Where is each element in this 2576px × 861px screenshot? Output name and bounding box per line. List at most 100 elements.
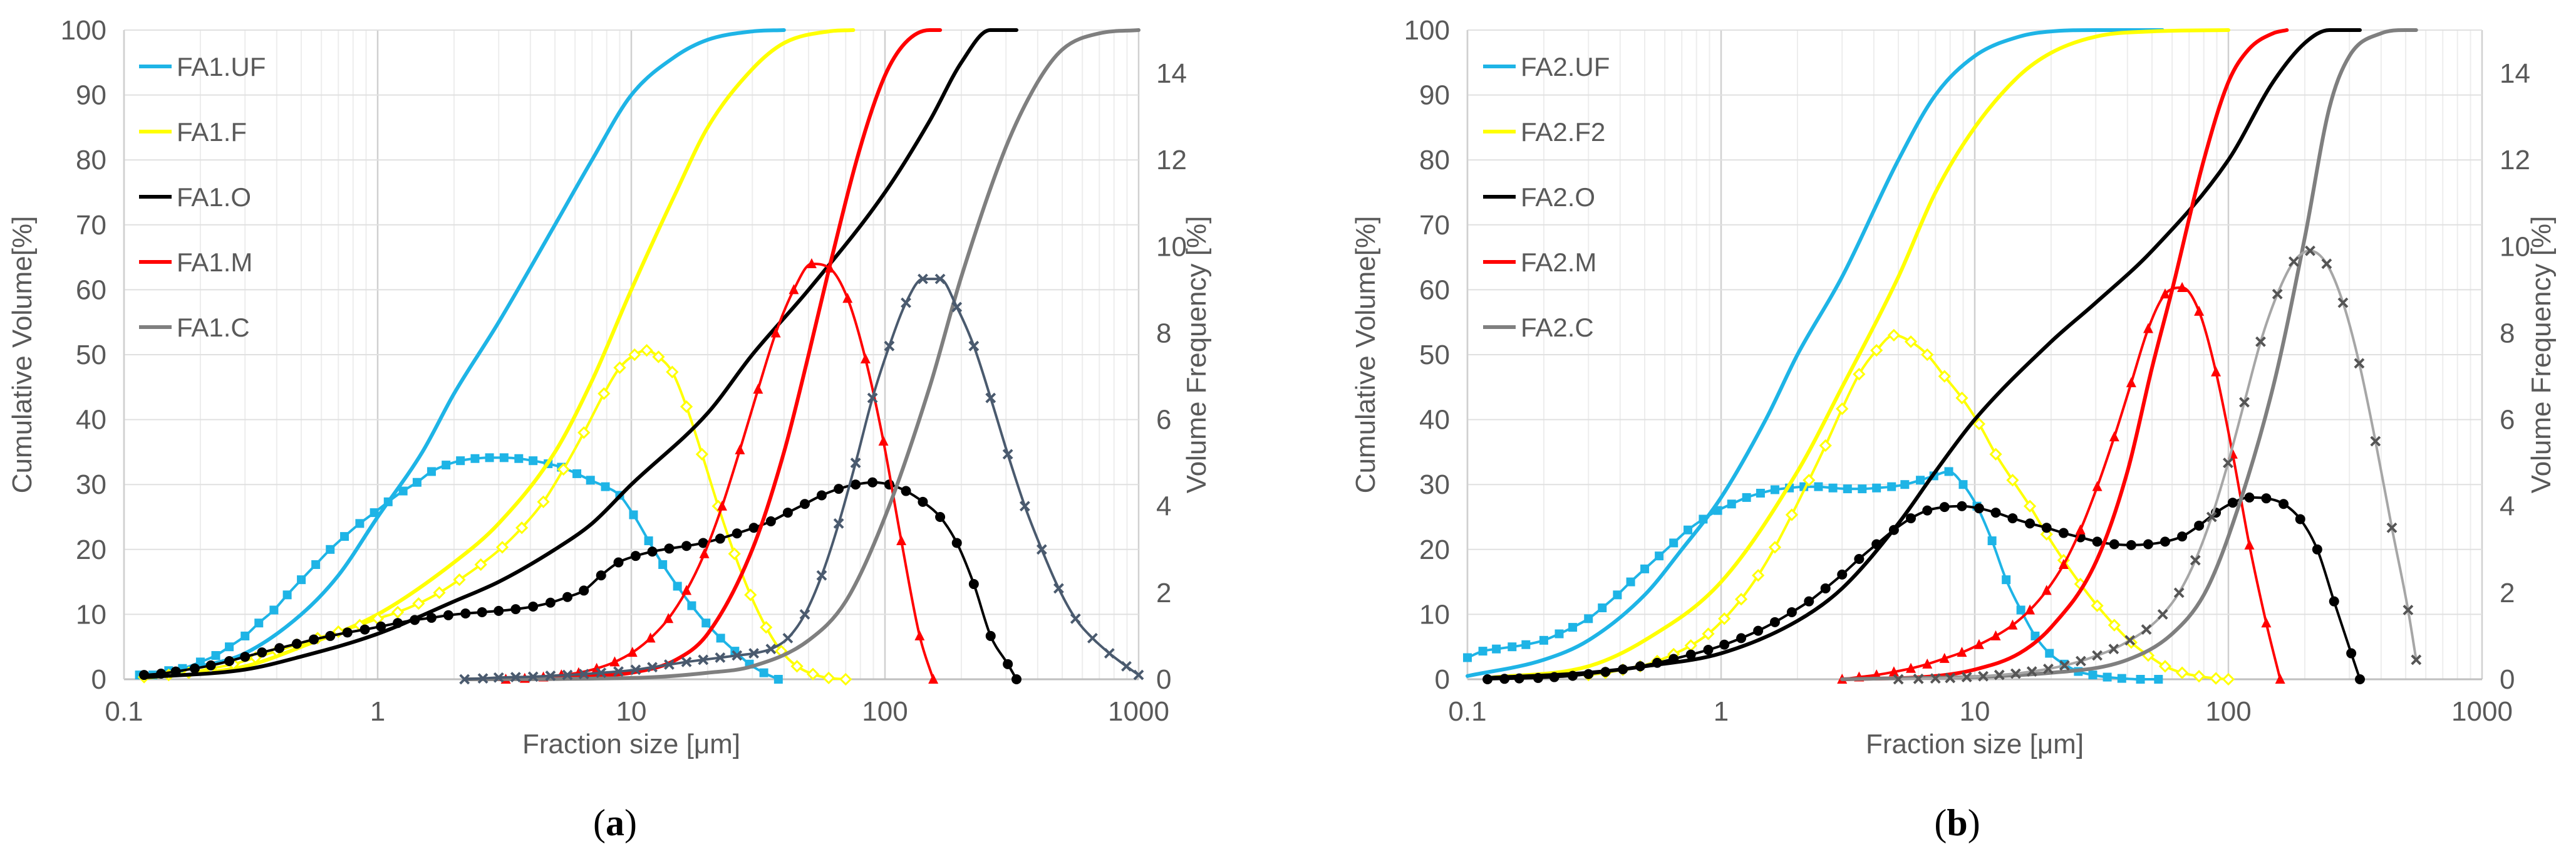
data-point-square — [470, 454, 480, 463]
legend-label-FA2.UF: FA2.UF — [1521, 52, 1610, 81]
data-point-circle — [460, 608, 471, 619]
frequency-line-FA2.C — [1898, 249, 2418, 681]
data-point-square — [1944, 467, 1953, 476]
data-point-triangle — [645, 632, 656, 643]
data-point-circle — [342, 627, 353, 638]
data-point-circle — [1990, 508, 2001, 518]
data-point-circle — [2160, 536, 2170, 547]
data-point-circle — [291, 639, 302, 649]
x-tick-label: 1000 — [2451, 696, 2513, 727]
data-point-cross — [2173, 587, 2185, 598]
panel-label-letter: a — [606, 802, 624, 843]
data-point-circle — [2025, 518, 2035, 529]
legend-label-FA2.M: FA2.M — [1521, 248, 1596, 277]
data-point-diamond — [453, 573, 466, 587]
data-point-diamond — [474, 558, 487, 571]
data-point-square — [773, 675, 783, 684]
data-point-square — [1554, 629, 1564, 639]
data-point-diamond — [597, 387, 611, 400]
data-point-diamond — [1921, 348, 1934, 362]
data-point-cross — [2157, 608, 2168, 620]
cumulative-line-FA2.M — [1840, 28, 2289, 681]
panel-label-close: ) — [624, 802, 637, 843]
data-point-diamond — [1734, 593, 1748, 606]
data-point-diamond — [728, 547, 741, 560]
data-point-diamond — [2006, 474, 2019, 487]
y-right-tick-label: 4 — [2500, 491, 2515, 522]
y-right-tick-label: 2 — [2500, 578, 2515, 608]
data-point-square — [211, 651, 220, 660]
data-point-circle — [1854, 553, 1865, 564]
data-point-square — [1843, 484, 1852, 494]
data-point-square — [311, 560, 321, 569]
data-point-square — [1887, 482, 1896, 491]
data-point-circle — [562, 592, 573, 602]
data-point-circle — [1600, 667, 1611, 677]
data-point-square — [1508, 642, 1517, 652]
data-point-diamond — [557, 462, 570, 476]
data-point-diamond — [2158, 660, 2172, 673]
data-point-circle — [1769, 617, 1780, 627]
data-point-circle — [2354, 674, 2365, 684]
data-point-square — [601, 482, 610, 491]
series-FA1.C — [459, 28, 1144, 685]
series-FA2.M — [1837, 28, 2289, 684]
data-point-square — [383, 497, 393, 506]
data-point-diamond — [652, 350, 665, 363]
x-tick-label: 1 — [1714, 696, 1729, 727]
data-point-square — [254, 618, 264, 628]
data-point-cross — [2206, 511, 2217, 523]
data-point-square — [427, 467, 436, 476]
data-point-cross — [1002, 449, 1013, 460]
cumulative-line-FA2.O — [1486, 28, 2362, 680]
y-right-tick-label: 4 — [1156, 491, 1171, 522]
data-point-circle — [2109, 539, 2119, 550]
data-point-diamond — [628, 348, 641, 362]
data-point-diamond — [640, 343, 653, 357]
data-point-circle — [1906, 513, 1916, 524]
data-point-square — [1669, 538, 1679, 548]
data-point-square — [1684, 525, 1693, 535]
data-point-cross — [2223, 457, 2233, 469]
data-point-circle — [1703, 645, 1714, 655]
data-point-circle — [510, 604, 521, 615]
data-point-diamond — [332, 625, 345, 639]
data-point-diamond — [1768, 541, 1782, 554]
data-point-circle — [1482, 674, 1493, 684]
data-point-cross — [934, 273, 946, 284]
data-point-cross — [698, 654, 709, 665]
data-point-circle — [2227, 498, 2238, 508]
data-point-circle — [2261, 493, 2272, 504]
data-point-circle — [1871, 539, 1882, 550]
data-point-square — [1568, 623, 1578, 632]
data-point-square — [2030, 631, 2040, 640]
data-point-circle — [443, 610, 453, 620]
y-left-tick-label: 10 — [76, 599, 106, 630]
data-point-triangle — [1888, 666, 1899, 677]
data-point-cross — [1121, 660, 1132, 672]
y-right-tick-label: 6 — [1156, 405, 1171, 436]
data-point-circle — [2346, 648, 2357, 659]
data-point-circle — [1753, 625, 1764, 636]
y-right-tick-label: 10 — [2500, 231, 2530, 262]
y-left-tick-label: 70 — [1419, 210, 1450, 241]
y-right-tick-label: 6 — [2500, 405, 2515, 436]
data-point-triangle — [1939, 652, 1950, 663]
data-point-diamond — [1972, 417, 1986, 430]
data-point-square — [2002, 575, 2011, 585]
data-point-diamond — [2192, 670, 2206, 683]
data-point-triangle — [627, 647, 638, 657]
y-right-tick-label: 14 — [1156, 58, 1187, 89]
data-point-square — [2136, 675, 2145, 684]
data-point-circle — [1837, 569, 1848, 580]
data-point-cross — [1978, 671, 1989, 682]
x-tick-label: 10 — [1960, 696, 1990, 727]
data-point-cross — [884, 340, 895, 352]
data-point-diamond — [1803, 474, 1816, 487]
data-point-diamond — [1955, 391, 1968, 405]
data-point-cross — [2354, 358, 2365, 369]
data-point-diamond — [744, 588, 757, 602]
data-point-cross — [951, 301, 963, 313]
data-point-circle — [1618, 664, 1628, 675]
data-point-diamond — [495, 541, 509, 554]
